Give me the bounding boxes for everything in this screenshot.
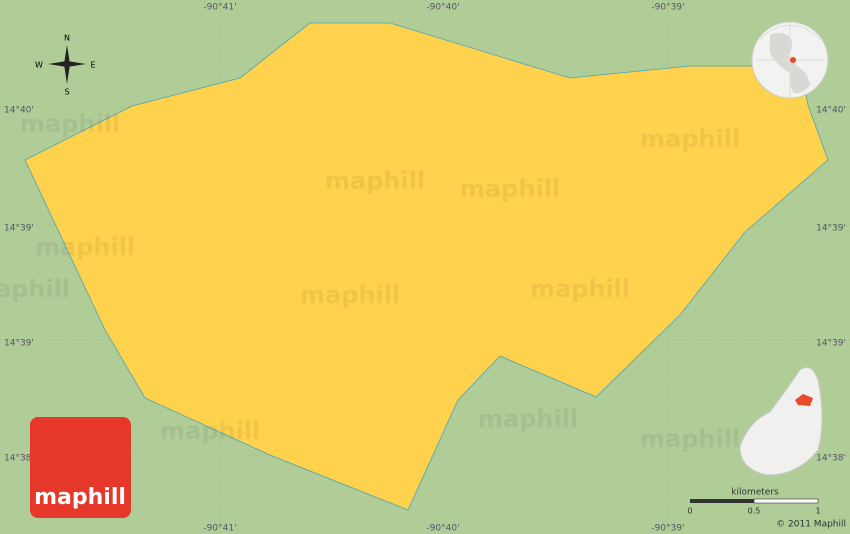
watermark: maphill bbox=[530, 275, 630, 303]
scale-tick: 0 bbox=[687, 507, 692, 516]
logo-text: maphill bbox=[34, 485, 126, 510]
globe bbox=[751, 21, 829, 99]
logo: maphill bbox=[30, 417, 131, 518]
scale-title: kilometers bbox=[731, 488, 779, 498]
watermarks: maphill maphill maphill maphill maphill maphi… bbox=[0, 110, 740, 453]
left-label: 14°40' bbox=[4, 106, 34, 116]
top-label: -90°41' bbox=[203, 3, 236, 13]
top-label: -90°39' bbox=[651, 3, 684, 13]
left-label: 14°39' bbox=[4, 224, 34, 234]
bottom-label: -90°40' bbox=[426, 524, 459, 534]
watermark: maphill bbox=[640, 425, 740, 453]
compass-s: S bbox=[64, 88, 69, 97]
region bbox=[24, 22, 829, 511]
right-label: 14°39' bbox=[816, 339, 846, 349]
scale-bar: kilometers 0 0.5 1 bbox=[687, 488, 820, 516]
watermark: maphill bbox=[35, 233, 135, 261]
compass-w: W bbox=[35, 61, 43, 70]
watermark: maphill bbox=[640, 125, 740, 153]
watermark: maphill bbox=[478, 405, 578, 433]
left-label: 14°38' bbox=[4, 454, 34, 464]
copyright: © 2011 Maphill bbox=[776, 520, 846, 530]
bottom-label: -90°39' bbox=[651, 524, 684, 534]
compass: N E S W bbox=[35, 34, 95, 97]
compass-n: N bbox=[64, 34, 70, 43]
watermark: maphill bbox=[0, 275, 70, 303]
watermark: maphill bbox=[300, 281, 400, 309]
watermark: maphill bbox=[20, 110, 120, 138]
compass-e: E bbox=[90, 61, 95, 70]
watermark: maphill bbox=[160, 417, 260, 445]
inset-location bbox=[739, 367, 823, 476]
left-label: 14°39' bbox=[4, 339, 34, 349]
scale-tick: 0.5 bbox=[748, 507, 761, 516]
right-label: 14°40' bbox=[816, 106, 846, 116]
top-label: -90°40' bbox=[426, 3, 459, 13]
watermark: maphill bbox=[325, 167, 425, 195]
scale-tick: 1 bbox=[815, 507, 820, 516]
right-label: 14°38' bbox=[816, 454, 846, 464]
watermark: maphill bbox=[460, 175, 560, 203]
coordinate-labels: -90°41' -90°41' -90°40' -90°40' -90°39' -90°3… bbox=[4, 3, 846, 534]
right-label: 14°39' bbox=[816, 224, 846, 234]
bottom-label: -90°41' bbox=[203, 524, 236, 534]
